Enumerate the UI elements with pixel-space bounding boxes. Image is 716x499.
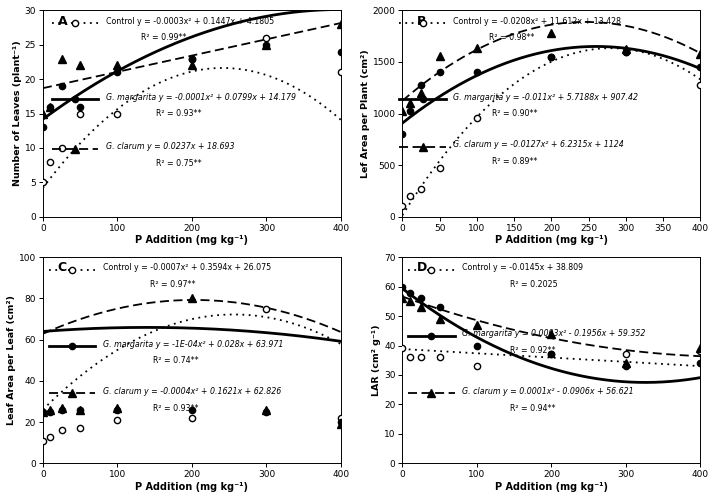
Text: R² = 0.92**: R² = 0.92** [510,346,555,355]
Text: R² = 0.89**: R² = 0.89** [492,157,537,166]
Text: A: A [58,14,67,27]
Text: B: B [417,14,427,27]
Y-axis label: Lef Area per Plant (cm²): Lef Area per Plant (cm²) [361,49,369,178]
Text: G. clarum y = -0.0004x² + 0.1621x + 62.826: G. clarum y = -0.0004x² + 0.1621x + 62.8… [102,387,281,396]
Text: R² = 0.98**: R² = 0.98** [489,33,534,42]
X-axis label: P Addition (mg kg⁻¹): P Addition (mg kg⁻¹) [135,236,248,246]
Text: R² = 0.94**: R² = 0.94** [510,404,555,413]
Text: R² = 0.93**: R² = 0.93** [156,109,202,118]
X-axis label: P Addition (mg kg⁻¹): P Addition (mg kg⁻¹) [135,482,248,492]
Text: C: C [58,261,67,274]
Text: G. margarita y = 0.0003x² - 0.1956x + 59.352: G. margarita y = 0.0003x² - 0.1956x + 59… [462,329,645,338]
Text: G. clarum y = -0.0127x² + 6.2315x + 1124: G. clarum y = -0.0127x² + 6.2315x + 1124 [453,140,624,149]
Text: R² = 0.75**: R² = 0.75** [156,159,202,168]
Text: R² = 0.90**: R² = 0.90** [492,109,537,118]
Y-axis label: LAR (cm² g⁻¹): LAR (cm² g⁻¹) [372,324,381,396]
Text: G. clarum y = 0.0001x² - 0.0906x + 56.621: G. clarum y = 0.0001x² - 0.0906x + 56.62… [462,387,634,396]
Text: R² = 0.93**: R² = 0.93** [153,404,199,413]
X-axis label: P Addition (mg kg⁻¹): P Addition (mg kg⁻¹) [495,236,608,246]
Text: G. margarita y = -0.011x² + 5.7188x + 907.42: G. margarita y = -0.011x² + 5.7188x + 90… [453,93,638,102]
Text: R² = 0.74**: R² = 0.74** [153,356,199,365]
Text: D: D [417,261,427,274]
Text: Control y = -0.0145x + 38.809: Control y = -0.0145x + 38.809 [462,263,583,272]
Text: R² = 0.2025: R² = 0.2025 [510,280,557,289]
Text: G. margarita y = -0.0001x² + 0.0799x + 14.179: G. margarita y = -0.0001x² + 0.0799x + 1… [105,93,296,102]
Y-axis label: Leaf Area per Leaf (cm²): Leaf Area per Leaf (cm²) [7,295,16,425]
Text: G. clarum y = 0.0237x + 18.693: G. clarum y = 0.0237x + 18.693 [105,142,234,151]
Text: Control y = -0.0007x² + 0.3594x + 26.075: Control y = -0.0007x² + 0.3594x + 26.075 [102,263,271,272]
X-axis label: P Addition (mg kg⁻¹): P Addition (mg kg⁻¹) [495,482,608,492]
Text: Control y = -0.0003x² + 0.1447x + 4.1805: Control y = -0.0003x² + 0.1447x + 4.1805 [105,16,274,25]
Text: R² = 0.97**: R² = 0.97** [150,280,195,289]
Text: R² = 0.99**: R² = 0.99** [141,33,187,42]
Text: Control y = -0.0208x² + 11.612x + 13.428: Control y = -0.0208x² + 11.612x + 13.428 [453,16,621,25]
Text: G. margarita y = -1E-04x² + 0.028x + 63.971: G. margarita y = -1E-04x² + 0.028x + 63.… [102,340,283,349]
Y-axis label: Number of Leaves (plant⁻¹): Number of Leaves (plant⁻¹) [13,40,21,187]
